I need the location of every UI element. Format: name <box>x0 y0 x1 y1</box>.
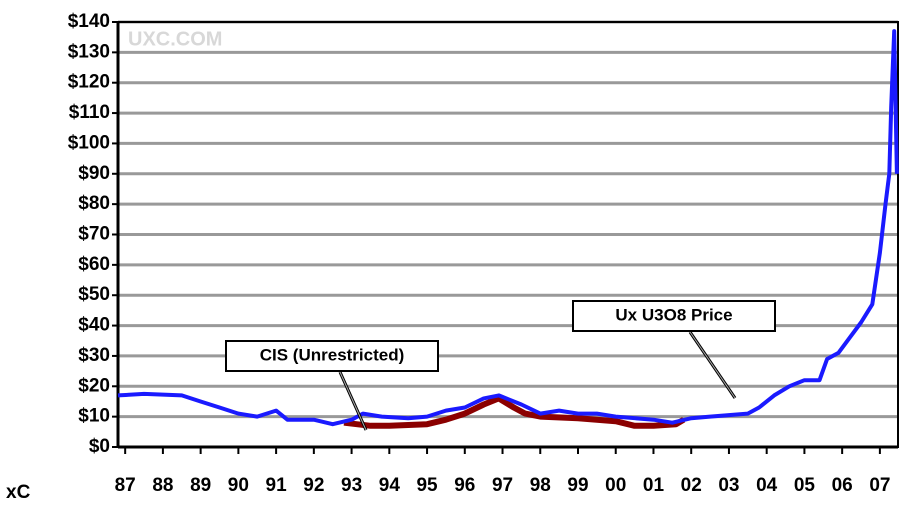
x-tick-label: 92 <box>303 475 324 496</box>
y-tick-label: $110 <box>69 102 110 123</box>
x-tick-label: 96 <box>454 475 475 496</box>
y-tick-label: $20 <box>78 375 110 396</box>
x-tick-label: 87 <box>115 475 136 496</box>
x-tick-label: 91 <box>266 475 288 496</box>
series-line <box>117 29 899 427</box>
x-tick-label: 01 <box>643 475 665 496</box>
x-tick-label: 93 <box>341 475 362 496</box>
x-tick-label: 02 <box>681 475 702 496</box>
annotation-label: CIS (Unrestricted) <box>260 345 405 364</box>
x-tick-label: 89 <box>190 475 211 496</box>
x-tick-label: 00 <box>605 475 626 496</box>
x-tick-label: 06 <box>832 475 853 496</box>
y-tick-label: $60 <box>78 254 110 275</box>
x-tick-label: 94 <box>379 475 401 496</box>
source-label: xC <box>6 482 31 503</box>
x-tick-label: 88 <box>152 475 173 496</box>
watermark: UXC.COM <box>128 28 222 50</box>
x-tick-label: 97 <box>492 475 513 496</box>
x-tick-label: 05 <box>794 475 816 496</box>
annotation-box <box>572 300 776 332</box>
y-tick-label: $80 <box>78 193 110 214</box>
y-tick-label: $120 <box>68 72 110 93</box>
y-tick-label: $0 <box>89 436 110 457</box>
y-tick-label: $70 <box>78 224 110 245</box>
y-tick-label: $40 <box>78 315 110 336</box>
x-tick-label: 98 <box>530 475 551 496</box>
annotation-arrow-inner <box>339 371 367 431</box>
x-tick-label: 04 <box>756 475 778 496</box>
x-tick-label: 90 <box>228 475 249 496</box>
x-tick-label: 07 <box>869 475 890 496</box>
y-tick-label: $30 <box>78 345 110 366</box>
y-tick-label: $100 <box>68 132 110 153</box>
x-tick-label: 99 <box>567 475 588 496</box>
y-tick-label: $140 <box>68 11 110 32</box>
annotation-box <box>225 340 439 372</box>
x-tick-label: 95 <box>416 475 438 496</box>
y-tick-label: $50 <box>78 284 110 305</box>
y-tick-label: $130 <box>68 41 110 62</box>
annotation-arrow-inner <box>689 331 736 399</box>
series-line <box>343 395 686 429</box>
y-tick-label: $10 <box>78 406 110 427</box>
annotation-label: Ux U3O8 Price <box>615 305 732 324</box>
x-tick-label: 03 <box>718 475 739 496</box>
y-tick-label: $90 <box>78 163 110 184</box>
